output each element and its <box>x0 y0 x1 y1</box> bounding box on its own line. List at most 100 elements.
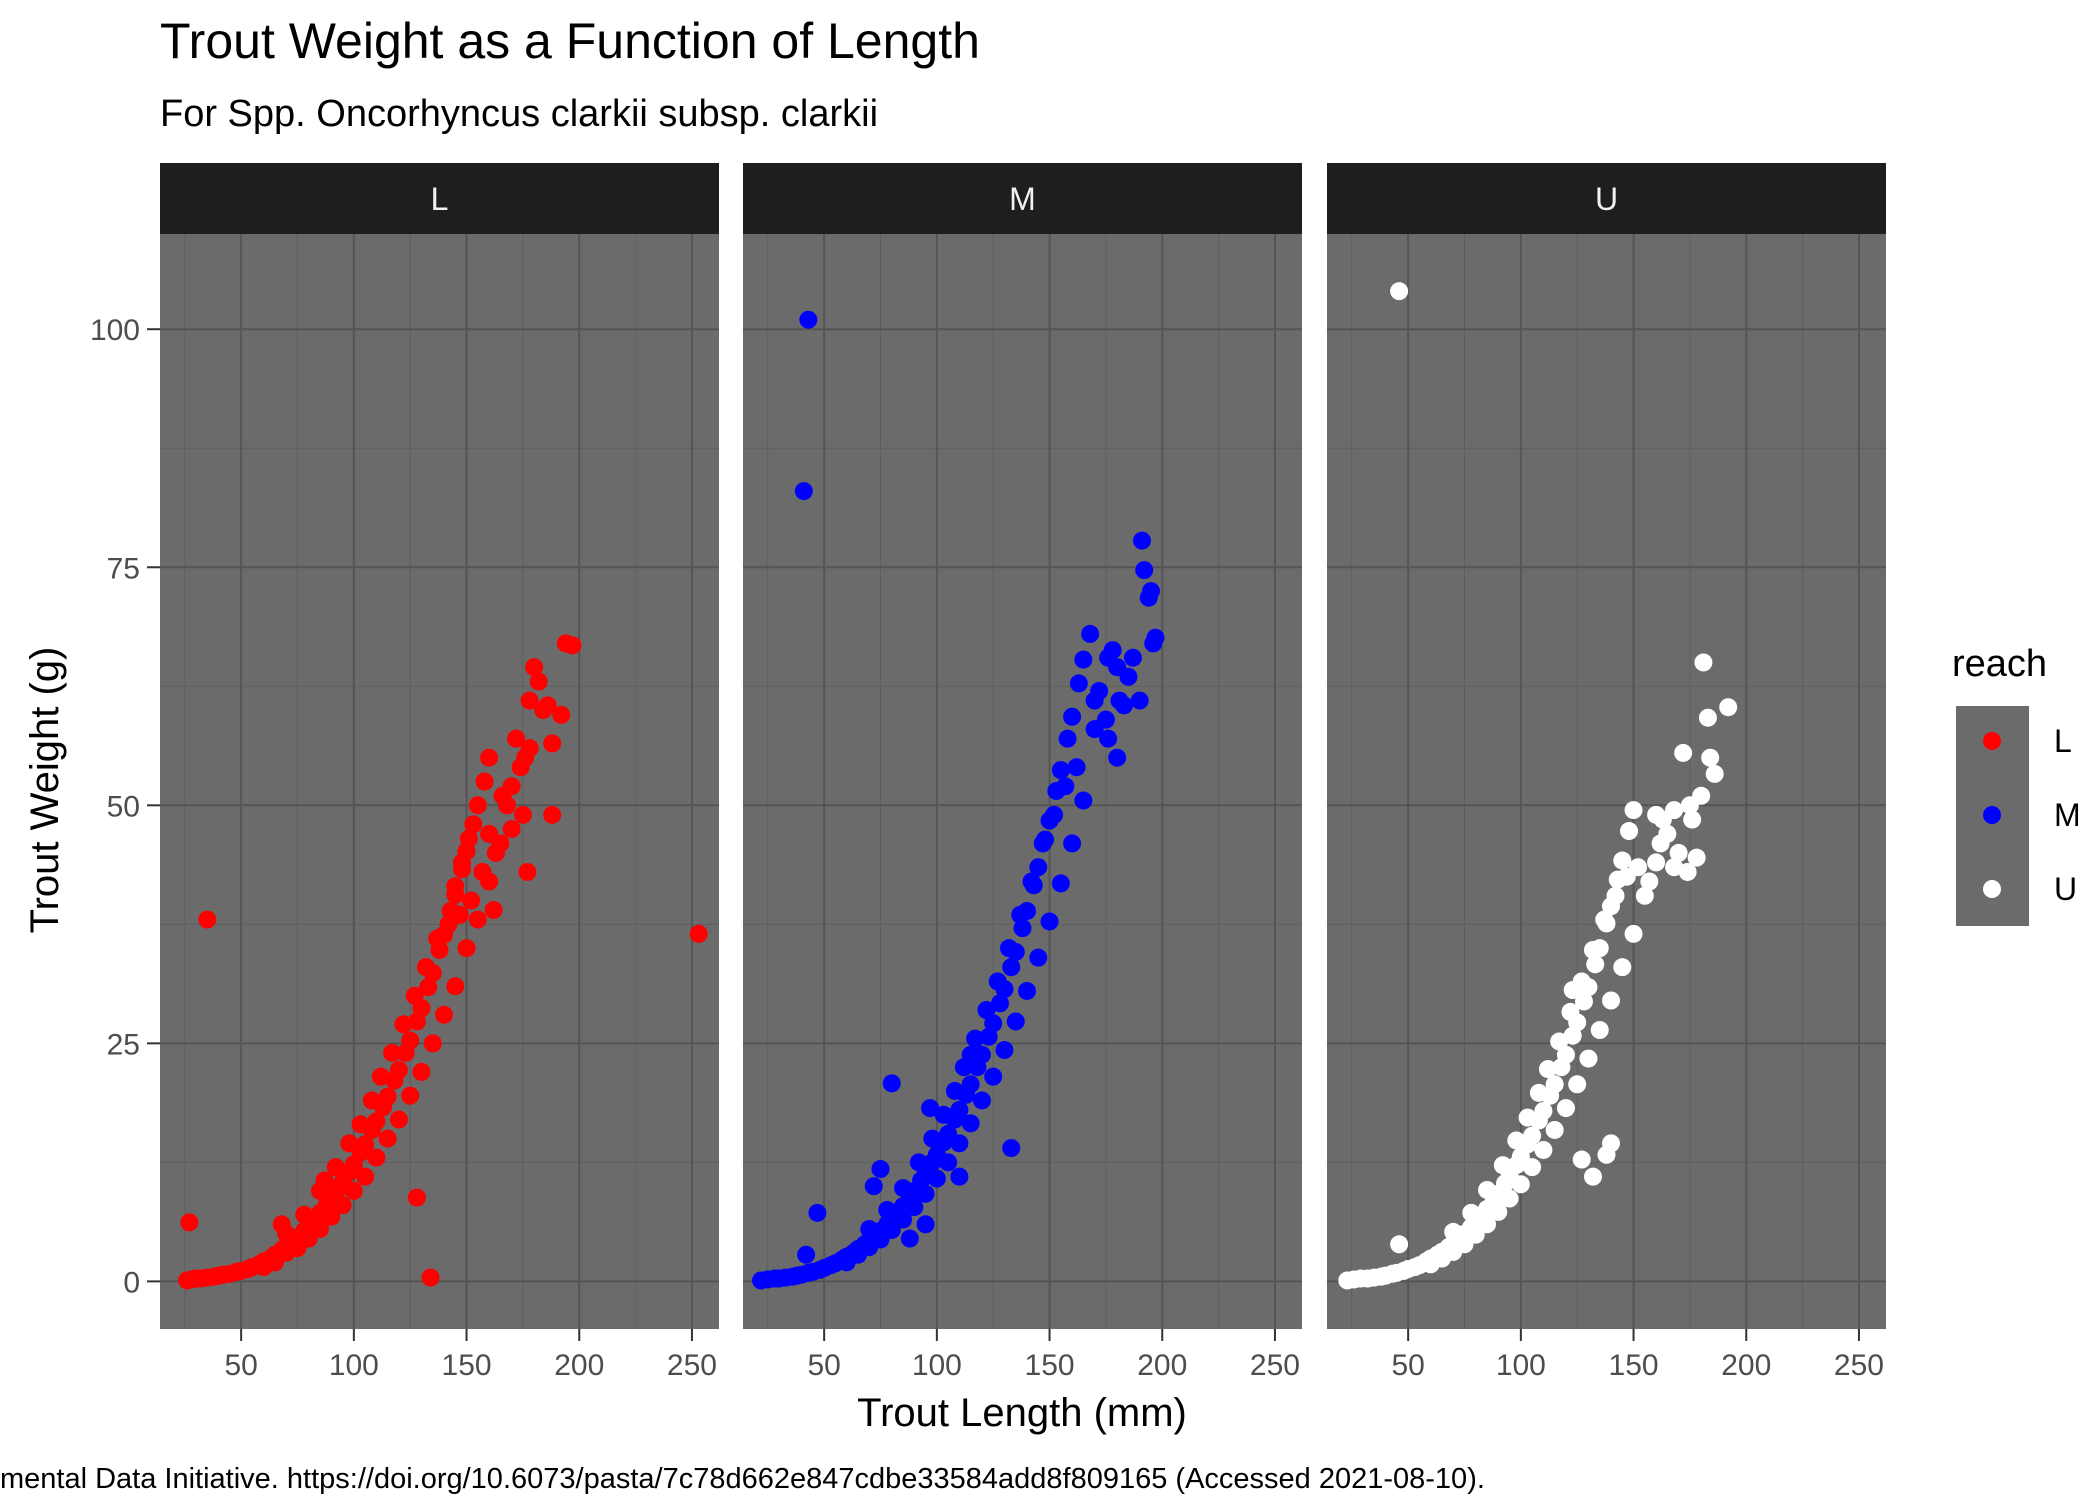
legend: reach L M U <box>1952 643 2081 926</box>
data-point <box>1698 708 1717 727</box>
data-point <box>950 1101 969 1119</box>
x-tick-label: 150 <box>1609 1349 1659 1382</box>
data-point <box>1130 691 1149 710</box>
data-point <box>794 482 813 501</box>
x-tick-label: 200 <box>1137 1349 1187 1382</box>
legend-label: L <box>2054 723 2072 759</box>
data-point <box>401 1086 420 1105</box>
data-point <box>563 636 582 655</box>
data-point <box>435 1005 454 1024</box>
data-point <box>1545 1120 1564 1139</box>
data-point <box>394 1015 413 1034</box>
data-point <box>1595 910 1614 929</box>
data-point <box>371 1067 390 1086</box>
chart-subtitle: For Spp. Oncorhyncus clarkii subsp. clar… <box>160 93 878 135</box>
data-point <box>900 1229 919 1248</box>
legend-key-L <box>1983 732 2001 750</box>
data-point <box>1141 582 1160 601</box>
data-point <box>961 1075 980 1094</box>
data-point <box>1022 872 1041 891</box>
data-point <box>1099 729 1118 748</box>
data-point <box>1719 698 1738 717</box>
data-point <box>1606 886 1625 905</box>
data-point <box>1119 667 1138 686</box>
data-point <box>543 734 562 753</box>
legend-title: reach <box>1952 643 2047 685</box>
facet-panel-L: L 50 100 150 200 250 <box>160 163 719 1382</box>
data-point <box>180 1213 199 1232</box>
data-point <box>905 1198 924 1217</box>
points-M <box>752 310 1165 1290</box>
data-point <box>1466 1225 1485 1244</box>
data-point <box>421 1268 440 1287</box>
data-point <box>1489 1202 1508 1221</box>
data-point <box>367 1148 386 1167</box>
chart-title: Trout Weight as a Function of Length <box>160 13 980 69</box>
data-point <box>1583 1167 1602 1186</box>
data-point <box>923 1129 942 1148</box>
data-point <box>1074 650 1093 669</box>
data-point <box>389 1061 408 1080</box>
legend-label: U <box>2054 871 2077 907</box>
y-tick-label: 0 <box>123 1266 140 1299</box>
data-point <box>1063 707 1082 726</box>
y-tick-label: 100 <box>90 314 140 347</box>
data-point <box>1574 992 1593 1011</box>
data-point <box>1002 1139 1021 1158</box>
data-point <box>1444 1222 1463 1241</box>
data-point <box>916 1184 935 1203</box>
data-point <box>797 1245 816 1264</box>
data-point <box>367 1112 386 1131</box>
data-point <box>1002 958 1021 977</box>
data-point <box>378 1087 397 1106</box>
x-tick-label: 200 <box>1721 1349 1771 1382</box>
data-point <box>468 796 487 815</box>
data-point <box>1572 1150 1591 1169</box>
y-tick-label: 75 <box>107 552 140 585</box>
data-point <box>1545 1075 1564 1094</box>
data-point <box>921 1099 940 1118</box>
data-point <box>1613 851 1632 870</box>
facet-strip-label: M <box>1009 181 1036 217</box>
data-point <box>864 1177 883 1196</box>
data-point <box>1051 761 1070 780</box>
data-point <box>1556 1045 1575 1064</box>
data-point <box>1390 282 1409 301</box>
data-point <box>1529 1083 1548 1102</box>
data-point <box>1518 1108 1537 1127</box>
data-point <box>1561 1002 1580 1021</box>
data-point <box>1692 786 1711 805</box>
data-point <box>344 1181 363 1200</box>
data-point <box>272 1215 291 1234</box>
data-point <box>464 815 483 834</box>
x-tick-label: 150 <box>442 1349 492 1382</box>
data-point <box>1583 941 1602 960</box>
data-point <box>484 901 503 920</box>
data-point <box>502 820 521 839</box>
data-point <box>507 729 526 748</box>
data-point <box>362 1091 381 1110</box>
data-point <box>1683 810 1702 829</box>
data-point <box>428 929 447 948</box>
data-point <box>311 1220 330 1239</box>
data-point <box>412 1062 431 1081</box>
data-point <box>882 1074 901 1093</box>
data-point <box>1500 1189 1519 1208</box>
data-point <box>1647 853 1666 872</box>
data-point <box>1090 682 1109 701</box>
data-point <box>457 939 476 958</box>
x-tick-label: 100 <box>1496 1349 1546 1382</box>
x-tick-label: 250 <box>1834 1349 1884 1382</box>
data-point <box>1018 981 1037 1000</box>
data-point <box>1029 948 1048 967</box>
data-point <box>475 772 494 791</box>
data-point <box>356 1135 375 1154</box>
data-point <box>356 1167 375 1186</box>
facet-strip-label: L <box>431 181 449 217</box>
panel-background <box>160 234 719 1329</box>
data-point <box>950 1134 969 1153</box>
data-point <box>520 739 539 758</box>
data-point <box>525 658 544 677</box>
data-point <box>1132 531 1151 550</box>
data-point <box>446 977 465 996</box>
